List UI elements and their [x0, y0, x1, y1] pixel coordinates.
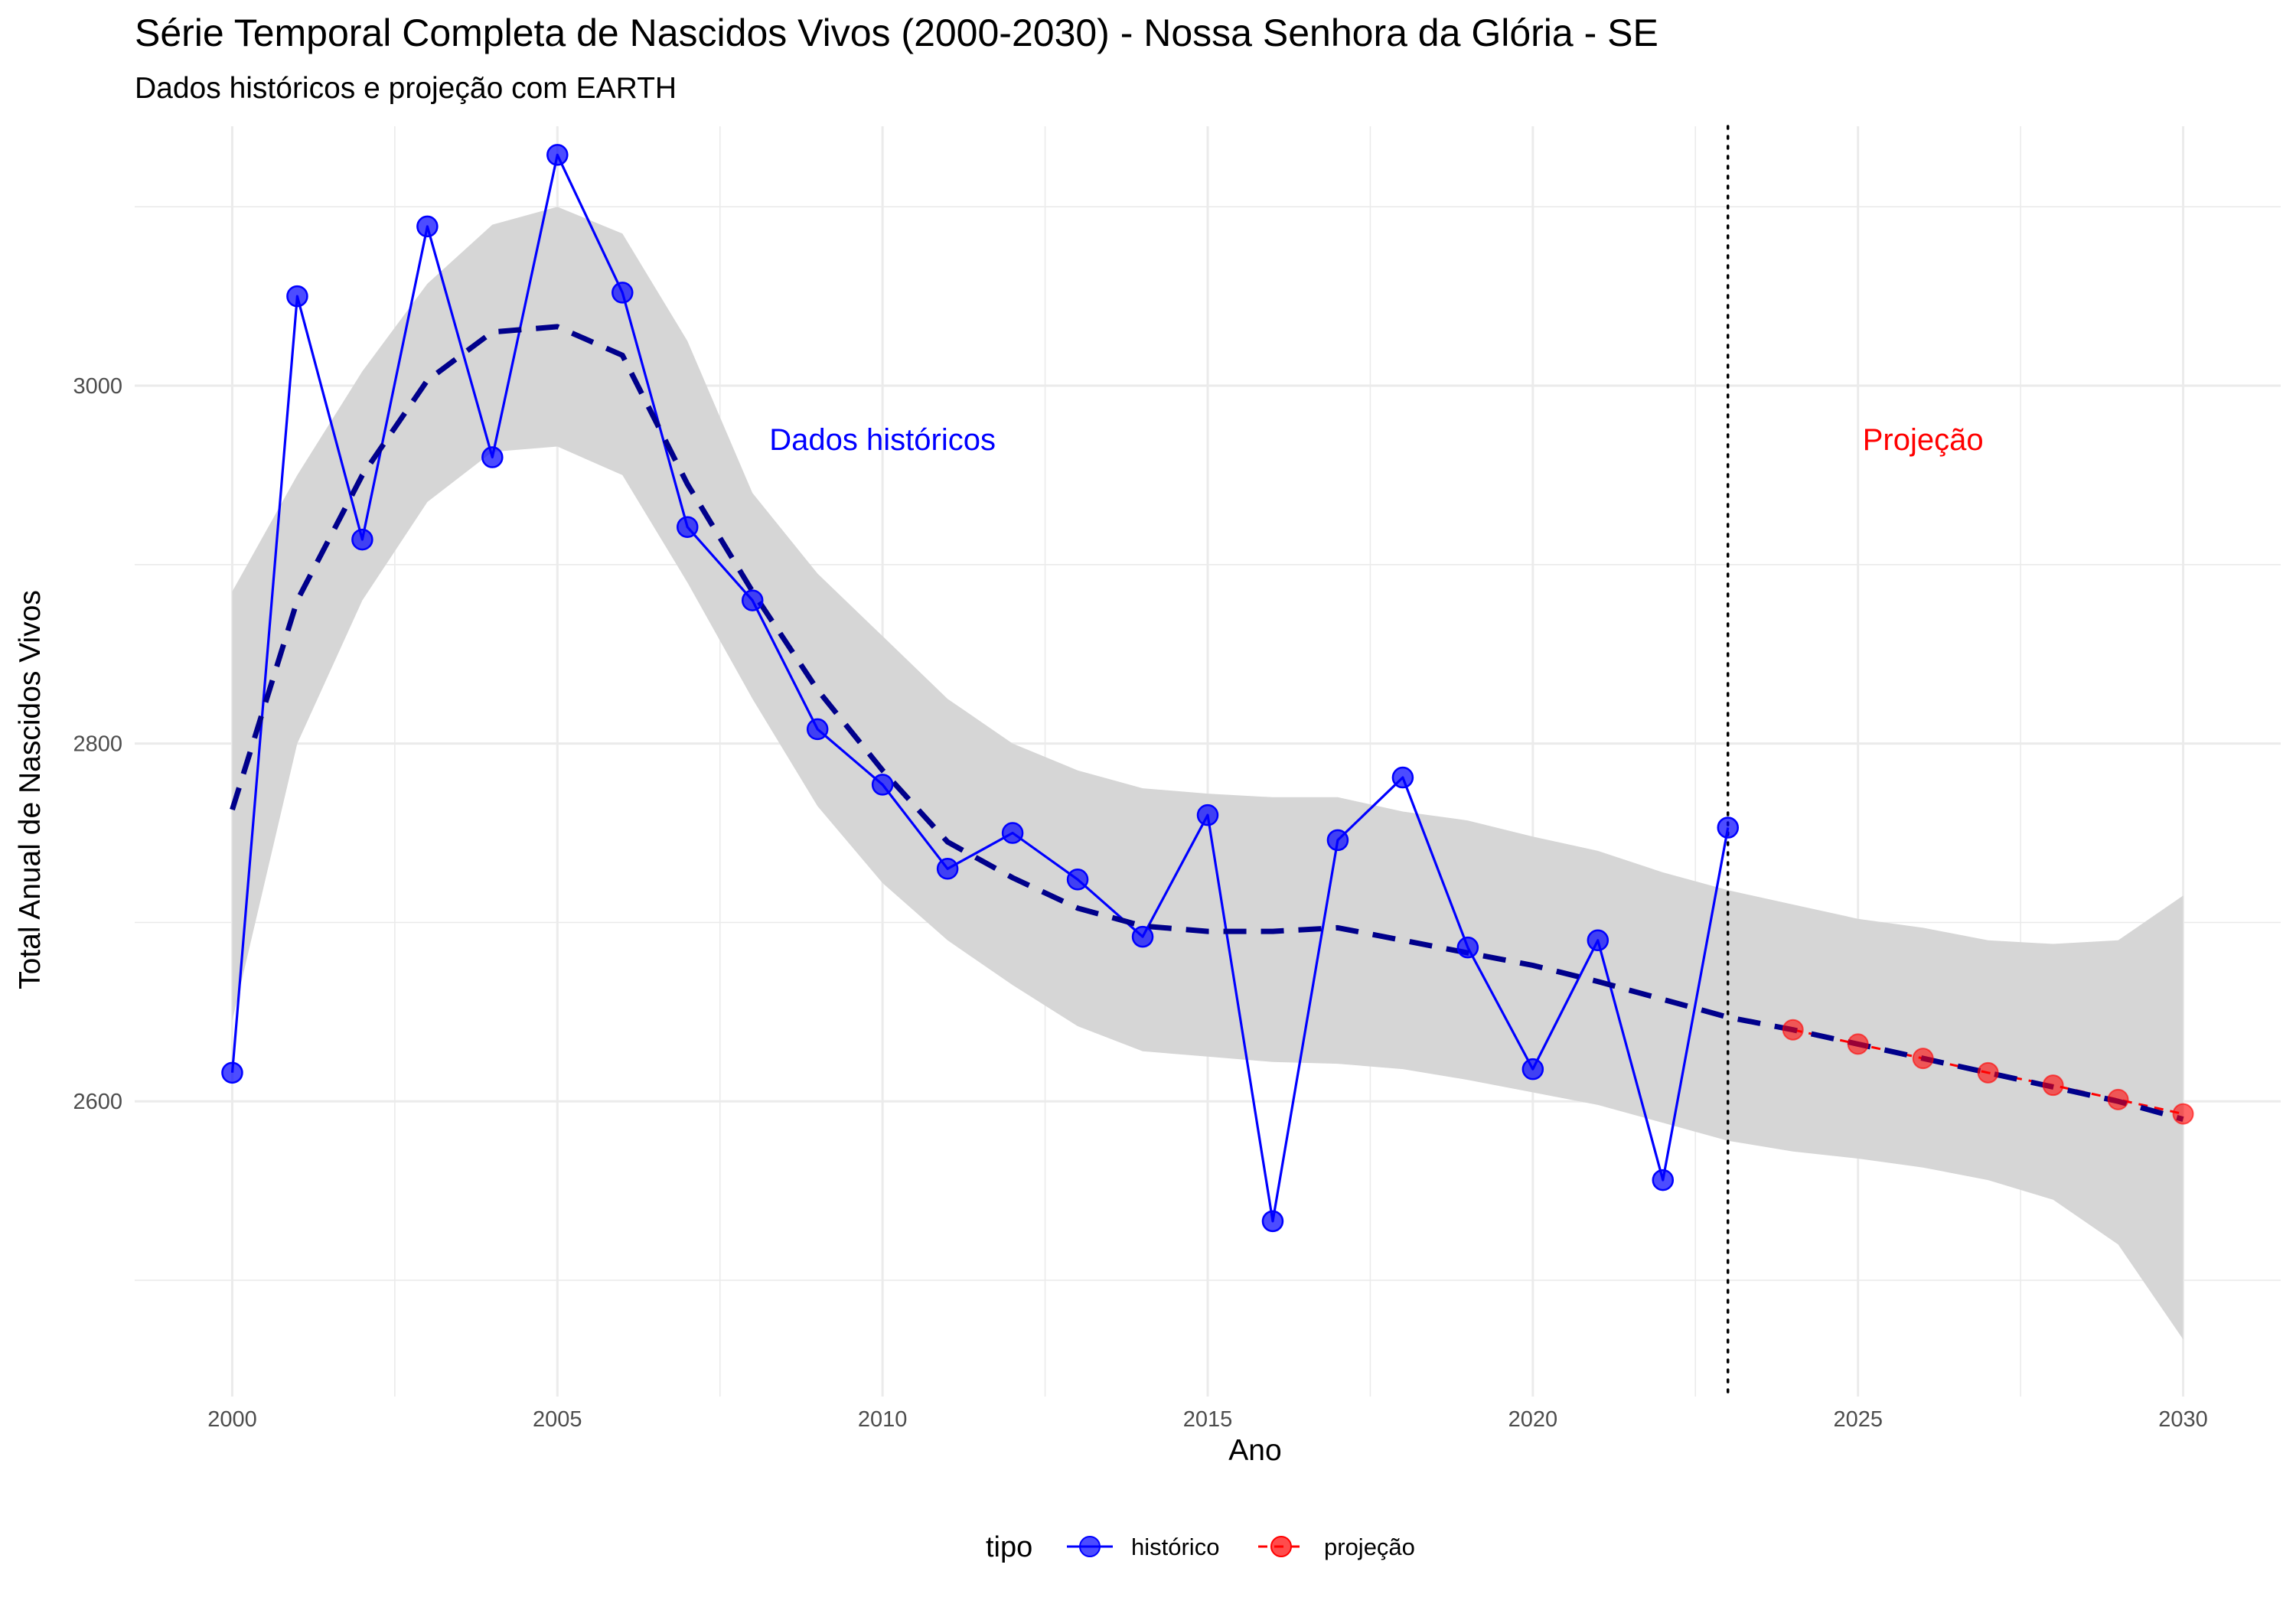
x-tick-label: 2020: [1508, 1407, 1558, 1432]
series-line-historico: [230, 153, 1730, 1223]
legend-key-projecao-marker: [1270, 1536, 1292, 1557]
point-projecao: [1782, 1019, 1804, 1041]
point-historico: [416, 215, 439, 238]
x-tick-label: 2015: [1183, 1407, 1233, 1432]
annotation-label: Projeção: [1863, 423, 1984, 457]
annotation-label: Dados históricos: [769, 423, 996, 457]
point-projecao: [2042, 1074, 2064, 1097]
legend: tipo histórico projeção: [986, 1531, 1415, 1563]
legend-label: projeção: [1324, 1534, 1415, 1560]
points-layer: [221, 144, 2194, 1233]
point-historico: [612, 282, 634, 304]
point-projecao: [1847, 1033, 1869, 1055]
point-historico: [1717, 817, 1740, 839]
point-historico: [1521, 1058, 1544, 1081]
point-historico: [1261, 1210, 1284, 1233]
legend-title: tipo: [986, 1531, 1032, 1563]
legend-key-historico-marker: [1079, 1536, 1101, 1557]
point-historico: [806, 718, 829, 741]
point-projecao: [1977, 1061, 1999, 1084]
point-historico: [351, 528, 373, 551]
chart-subtitle: Dados históricos e projeção com EARTH: [135, 72, 677, 105]
axes: 2000 2005 2010 2015 2020 2025 2030 2600 2800 3000: [73, 374, 2207, 1432]
y-tick-label: 2800: [73, 732, 122, 757]
x-tick-label: 2000: [207, 1407, 257, 1432]
point-projecao: [1912, 1048, 1934, 1070]
point-historico: [1652, 1169, 1675, 1191]
point-historico: [1066, 869, 1089, 891]
point-projecao: [2107, 1088, 2129, 1110]
y-tick-label: 3000: [73, 374, 122, 399]
point-projecao: [2172, 1103, 2194, 1125]
x-tick-label: 2025: [1833, 1407, 1883, 1432]
confidence-band-area: [232, 207, 2183, 1340]
point-historico: [1456, 936, 1479, 959]
point-historico: [1196, 804, 1219, 826]
x-tick-label: 2030: [2158, 1407, 2208, 1432]
y-tick-label: 2600: [73, 1090, 122, 1114]
confidence-band: [232, 207, 2183, 1340]
legend-label: histórico: [1131, 1534, 1219, 1560]
y-axis-title: Total Anual de Nascidos Vivos: [14, 590, 47, 989]
point-historico: [1001, 822, 1024, 844]
point-historico: [221, 1061, 243, 1084]
point-historico: [286, 285, 308, 308]
point-historico: [676, 516, 699, 538]
point-historico: [741, 589, 764, 611]
point-historico: [1391, 766, 1414, 789]
point-historico: [546, 144, 569, 166]
point-historico: [1131, 925, 1154, 948]
x-axis-title: Ano: [1228, 1434, 1281, 1467]
chart-title: Série Temporal Completa de Nascidos Vivo…: [135, 11, 1658, 54]
x-tick-label: 2005: [533, 1407, 582, 1432]
point-historico: [871, 774, 894, 796]
x-tick-label: 2010: [858, 1407, 908, 1432]
point-historico: [1587, 929, 1609, 952]
annotations: Dados históricos Projeção: [769, 423, 1983, 457]
point-historico: [1326, 829, 1349, 852]
point-historico: [936, 858, 959, 880]
point-historico: [481, 446, 504, 468]
